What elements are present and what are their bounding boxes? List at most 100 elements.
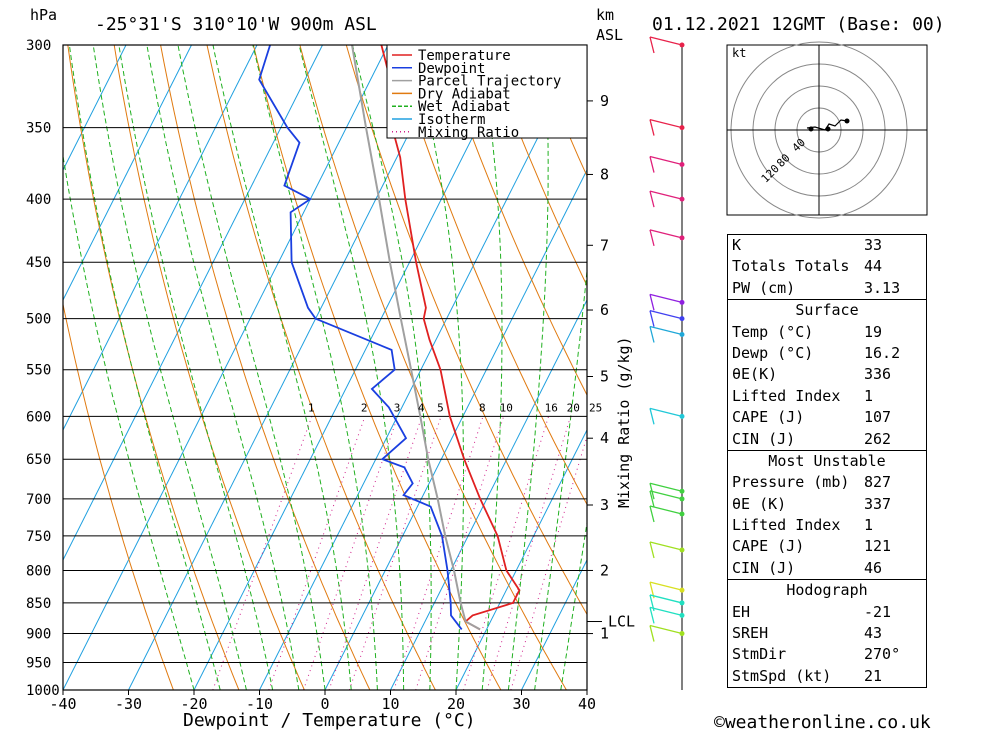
index-label: θE(K)	[732, 365, 778, 384]
index-label: K	[732, 236, 742, 254]
hpa-label: hPa	[30, 6, 57, 24]
wind-barb-flag	[649, 190, 655, 208]
hodograph-point	[825, 126, 831, 132]
index-value: 1	[864, 516, 874, 535]
index-row: K 33	[728, 235, 926, 256]
wind-barb	[649, 155, 685, 173]
wind-barb-shaft	[649, 118, 683, 129]
index-value: 44	[864, 257, 883, 276]
x-tick-label: 0	[320, 695, 329, 713]
index-label: SREH	[732, 624, 769, 643]
wet-adiabat-line	[63, 153, 195, 690]
pressure-tick-label: 650	[26, 452, 51, 468]
index-value: 46	[864, 558, 883, 577]
isotherm-line	[193, 45, 520, 690]
index-label: θE (K)	[732, 494, 787, 513]
wind-barb-shaft	[649, 190, 683, 200]
legend-box	[386, 44, 588, 139]
wind-barb	[649, 36, 685, 54]
legend-label: Wet Adiabat	[418, 99, 511, 115]
x-axis-label: Dewpoint / Temperature (°C)	[183, 710, 476, 731]
index-panel: K 33 Totals Totals 44 PW (cm) 3.13 Surface Tem…	[727, 234, 927, 689]
wind-barb-flag	[649, 294, 655, 311]
mixing-ratio-label: 2	[361, 401, 368, 414]
km-tick-label: 3	[600, 496, 609, 514]
x-tick-label: 20	[447, 695, 465, 713]
wind-barb-flag	[649, 625, 655, 642]
section-title: Hodograph	[786, 581, 868, 600]
index-value: 43	[864, 624, 883, 643]
index-label: Dewp (°C)	[732, 343, 814, 362]
hodograph-row: StmSpd (kt) 21	[728, 666, 926, 687]
index-label: EH	[732, 602, 751, 621]
surface-row: Temp (°C) 19	[728, 322, 926, 343]
wet-adiabat-line	[212, 45, 352, 690]
wind-barb	[649, 407, 685, 425]
wet-adiabat-line	[92, 45, 247, 690]
temperature-series	[380, 45, 521, 631]
asl-label: ASL	[596, 26, 623, 44]
section-title: Surface	[795, 301, 859, 320]
wind-barb-shaft	[649, 407, 683, 417]
mixing-ratio-axis-label: Mixing Ratio (g/kg)	[615, 336, 633, 508]
km-tick-label: 7	[600, 236, 609, 254]
index-label: CAPE (J)	[732, 537, 805, 556]
index-label: PW (cm)	[732, 278, 796, 297]
wet-adiabat-line	[118, 45, 274, 690]
wind-barb	[649, 624, 685, 642]
most-unstable-row: CAPE (J) 121	[728, 536, 926, 557]
index-value: 262	[864, 429, 892, 448]
dry-adiabat-line	[996, 45, 1000, 690]
index-value: 337	[864, 494, 892, 513]
isotherm-line	[324, 168, 587, 690]
isotherm-line	[63, 45, 323, 562]
plot-frame	[62, 44, 588, 691]
km-tick-label: 1	[600, 625, 609, 643]
dry-adiabat-line	[67, 45, 240, 690]
dry-adiabat-line	[485, 45, 587, 287]
index-value: 33	[864, 236, 883, 254]
index-value: 19	[864, 322, 883, 341]
wind-barb-flag	[649, 326, 655, 343]
most-unstable-row: Pressure (mb) 827	[728, 472, 926, 493]
isotherm-line	[521, 558, 587, 690]
mixing-ratio-label: 4	[418, 401, 425, 414]
index-label: Lifted Index	[732, 516, 841, 535]
parcel-trajectory-series	[351, 45, 481, 631]
credit-text: ©weatheronline.co.uk	[714, 712, 931, 733]
surface-row: Dewp (°C) 16.2	[728, 343, 926, 364]
wet-adiabat-line	[534, 266, 587, 690]
km-label: km	[596, 6, 614, 24]
wind-barb-shaft	[649, 606, 683, 617]
km-tick-label: 2	[600, 561, 609, 579]
index-value: 827	[864, 473, 892, 492]
index-label: StmSpd (kt)	[732, 666, 832, 685]
wind-barb-shaft	[649, 490, 683, 500]
dry-adiabat-line	[345, 45, 587, 616]
most-unstable-row: Lifted Index 1	[728, 515, 926, 536]
most-unstable-row: CIN (J) 46	[728, 558, 926, 579]
x-tick-label: 30	[512, 695, 530, 713]
pressure-tick-label: 850	[26, 596, 51, 612]
isotherm-line	[63, 45, 192, 302]
km-tick-label: 9	[600, 92, 609, 110]
wind-barb	[649, 490, 685, 508]
wind-barb-flag	[649, 490, 655, 508]
wind-barb	[649, 293, 685, 311]
index-label: CIN (J)	[732, 429, 796, 448]
legend-label: Dewpoint	[418, 61, 485, 77]
legend-label: Temperature	[418, 48, 511, 64]
hodograph-row: SREH 43	[728, 623, 926, 644]
wind-barb-shaft	[649, 155, 683, 166]
mixing-ratio-line	[393, 416, 484, 690]
pressure-tick-label: 400	[26, 192, 51, 208]
surface-row: CAPE (J) 107	[728, 407, 926, 428]
pressure-tick-label: 450	[26, 255, 51, 271]
mixing-ratio-label: 16	[545, 401, 558, 414]
mixing-ratio-label: 3	[394, 401, 401, 414]
x-tick-label: -40	[49, 695, 76, 713]
mixing-ratio-line	[486, 416, 572, 690]
wind-barb-flag	[649, 408, 655, 425]
wind-barb-flag	[649, 607, 655, 624]
hodograph-row: EH -21	[728, 602, 926, 623]
